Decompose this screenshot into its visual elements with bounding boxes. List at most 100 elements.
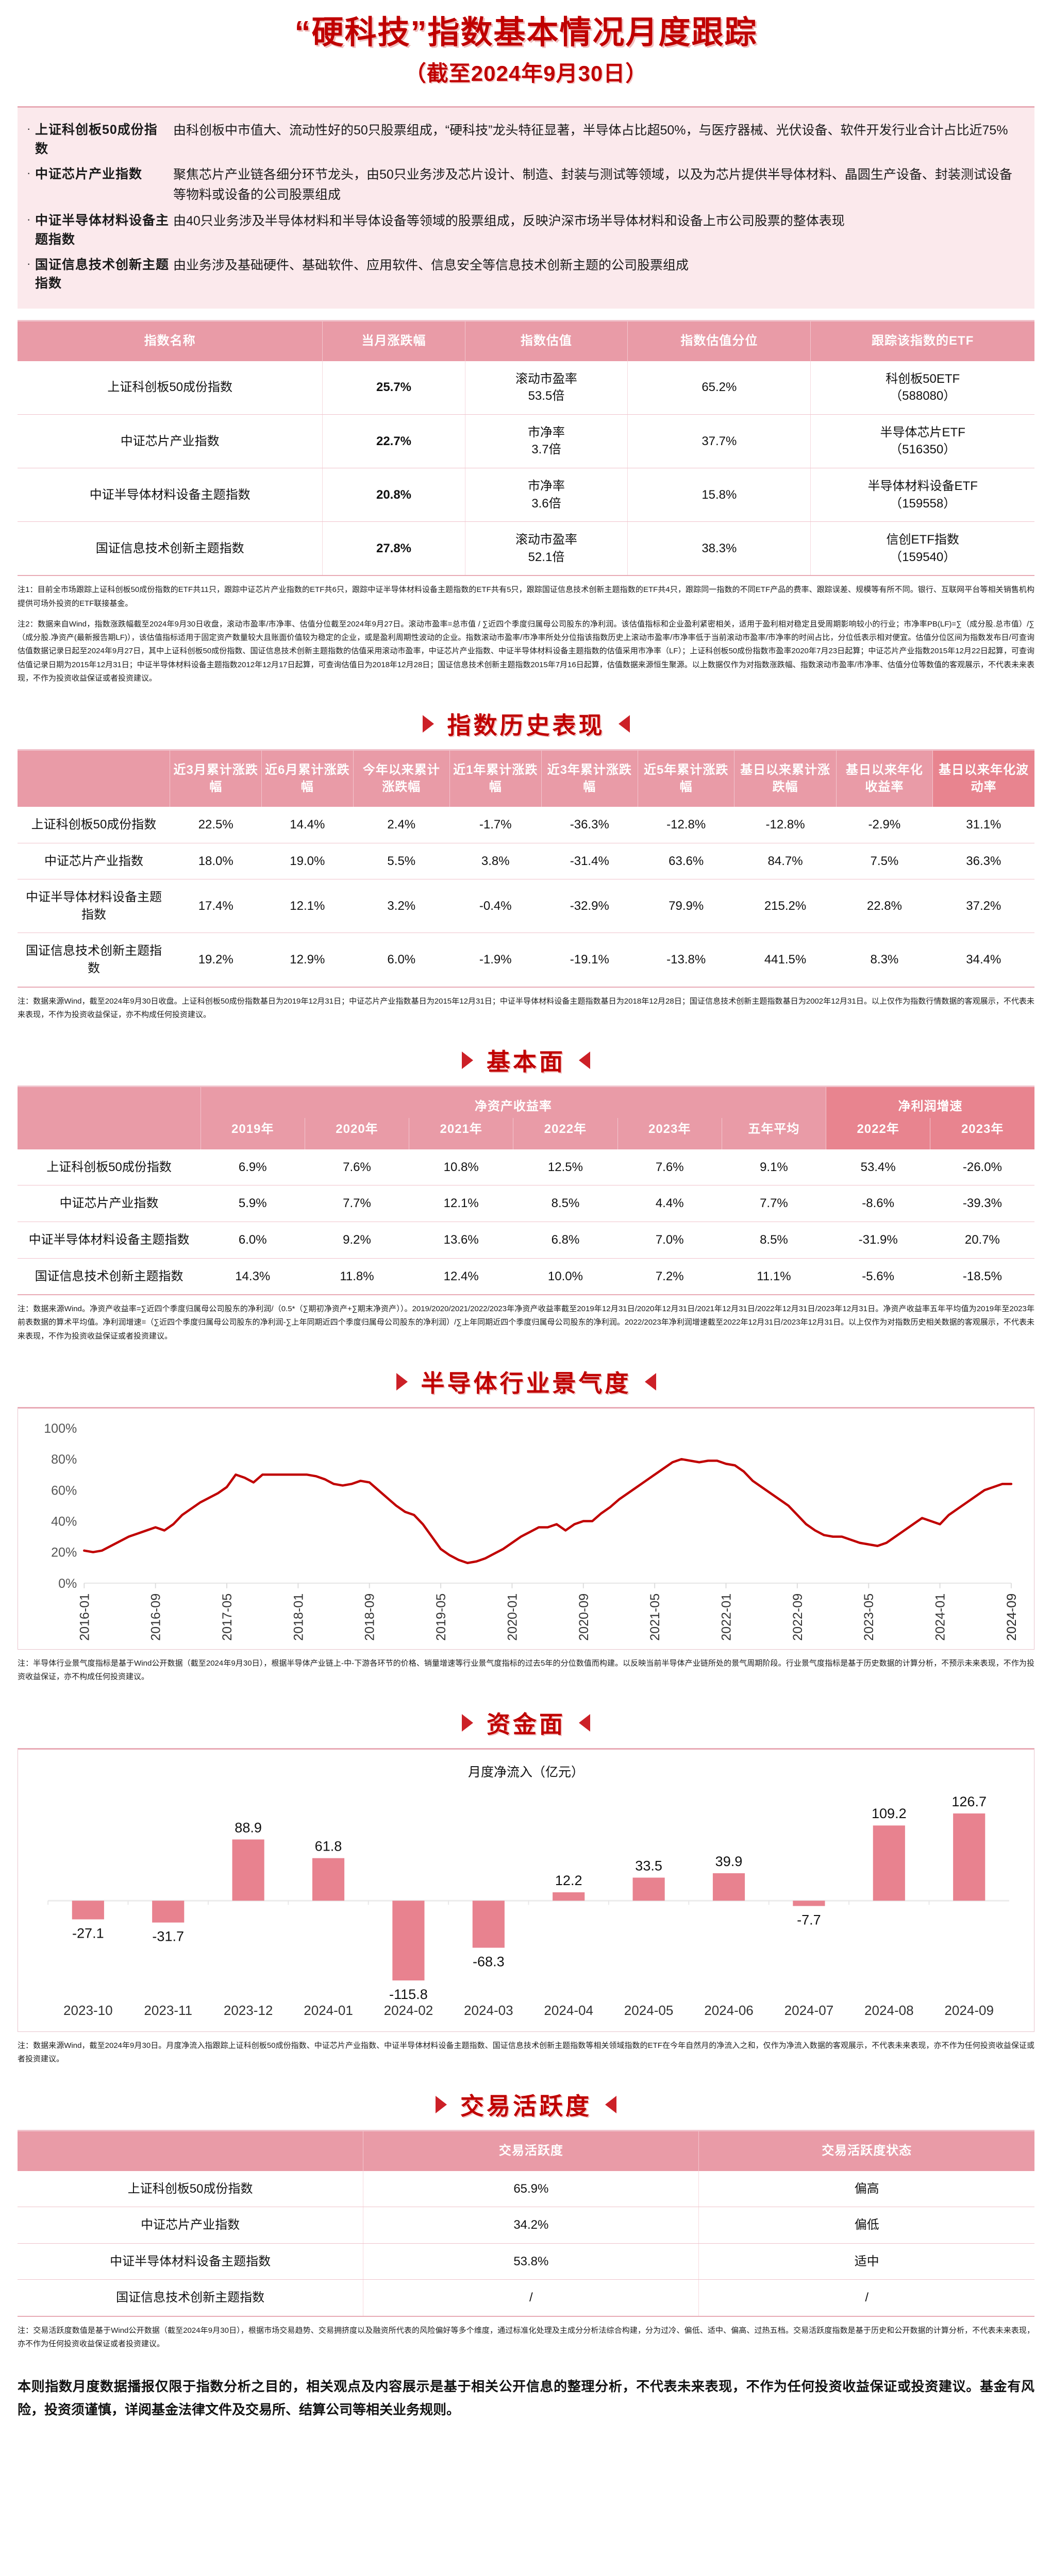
arrow-right-icon	[396, 1372, 408, 1391]
cell-value: 7.6%	[305, 1149, 409, 1186]
svg-text:2024-09: 2024-09	[1005, 1594, 1019, 1641]
cell-value: 11.8%	[305, 1258, 409, 1296]
semiconductor-chart-card: 0% 20% 40% 60% 80% 100% 2016-01 2016-09 2017-05 2…	[18, 1406, 1034, 1650]
col-profit-2023: 2023年	[930, 1118, 1034, 1149]
col-activity-state: 交易活跃度状态	[698, 2131, 1034, 2171]
cell-value: 12.5%	[513, 1149, 618, 1186]
cell-valuation: 滚动市盈率 53.5倍	[465, 361, 628, 415]
svg-text:2024-05: 2024-05	[624, 2003, 674, 2018]
col-monthly-change: 当月涨跌幅	[322, 321, 465, 361]
cell-value: 19.0%	[261, 843, 354, 880]
section-activity: 交易活跃度	[0, 2088, 1052, 2122]
col-blank	[18, 751, 171, 807]
cell-value: -32.9%	[541, 879, 638, 934]
cell-valuation: 滚动市盈率 52.1倍	[465, 521, 628, 577]
col-ytd: 今年以来累计涨跌幅	[353, 751, 450, 807]
col-since-base-cum: 基日以来累计涨跌幅	[734, 751, 837, 807]
cell-value: 14.3%	[201, 1258, 305, 1296]
cell-value: 2.4%	[353, 806, 450, 843]
svg-text:2017-05: 2017-05	[220, 1594, 235, 1641]
col-etf: 跟踪该指数的ETF	[810, 321, 1034, 361]
cell-valuation: 市净率 3.7倍	[465, 414, 628, 469]
fundamentals-table: 净资产收益率 净利润增速 2019年 2020年 2021年 2022年 202…	[18, 1087, 1034, 1296]
cell-value: -36.3%	[541, 806, 638, 843]
svg-text:2016-01: 2016-01	[77, 1594, 92, 1641]
cell-value: 5.5%	[353, 843, 450, 880]
definition-desc: 由业务涉及基础硬件、基础软件、应用软件、信息安全等信息技术创新主题的公司股票组成	[173, 258, 689, 273]
cell-value: 4.4%	[617, 1185, 722, 1222]
col-1y: 近1年累计涨跌幅	[449, 751, 542, 807]
section-history: 指数历史表现	[0, 707, 1052, 741]
cell-etf: 科创板50ETF （588080）	[810, 361, 1034, 415]
cell-activity-state: 适中	[698, 2243, 1034, 2280]
activity-table: 交易活跃度 交易活跃度状态 上证科创板50成份指数 65.9% 偏高 中证芯片产…	[18, 2131, 1034, 2317]
cell-value: -31.4%	[541, 843, 638, 880]
table-header-row: 近3月累计涨跌幅 近6月累计涨跌幅 今年以来累计涨跌幅 近1年累计涨跌幅 近3年…	[18, 751, 1034, 807]
cell-value: 17.4%	[170, 879, 262, 934]
svg-text:109.2: 109.2	[872, 1806, 907, 1821]
cell-valuation-pct: 38.3%	[627, 521, 811, 577]
section-title: 交易活跃度	[460, 2093, 592, 2120]
table-row: 中证芯片产业指数 22.7% 市净率 3.7倍 37.7% 半导体芯片ETF （…	[18, 414, 1034, 469]
cell-index-name: 中证半导体材料设备主题指数	[18, 468, 323, 522]
cell-value: 7.0%	[617, 1222, 722, 1259]
cell-value: 9.1%	[722, 1149, 826, 1186]
col-2019: 2019年	[201, 1118, 305, 1149]
cell-monthly-change: 27.8%	[322, 521, 465, 577]
cell-index-name: 中证芯片产业指数	[18, 2207, 364, 2244]
cell-value: -5.6%	[826, 1258, 930, 1296]
svg-text:2024-03: 2024-03	[464, 2003, 513, 2018]
definition-item: · 中证半导体材料设备主题指数 由40只业务涉及半导体材料和半导体设备等领域的股…	[27, 211, 1022, 249]
cell-value: -31.9%	[826, 1222, 930, 1259]
cell-value: 13.6%	[409, 1222, 513, 1259]
svg-text:2024-01: 2024-01	[933, 1594, 948, 1641]
cell-value: 84.7%	[734, 843, 837, 880]
cell-value: 37.2%	[932, 879, 1034, 934]
table-row: 上证科创板50成份指数 22.5% 14.4% 2.4% -1.7% -36.3…	[18, 806, 1034, 843]
cell-value: 12.1%	[409, 1185, 513, 1222]
cell-monthly-change: 22.7%	[322, 414, 465, 469]
cell-value: 6.0%	[353, 933, 450, 988]
section-title: 指数历史表现	[447, 712, 605, 739]
definition-item: · 上证科创板50成份指数 由科创板中市值大、流动性好的50只股票组成，“硬科技…	[27, 121, 1022, 158]
table-row: 国证信息技术创新主题指数 27.8% 滚动市盈率 52.1倍 38.3% 信创E…	[18, 521, 1034, 577]
col-3m: 近3月累计涨跌幅	[170, 751, 262, 807]
cell-value: -1.9%	[449, 933, 542, 988]
cell-index-name: 上证科创板50成份指数	[18, 361, 323, 415]
cell-value: -26.0%	[930, 1149, 1034, 1186]
table-row: 上证科创板50成份指数 65.9% 偏高	[18, 2171, 1034, 2208]
col-activity: 交易活跃度	[363, 2131, 699, 2171]
table-row: 上证科创板50成份指数 25.7% 滚动市盈率 53.5倍 65.2% 科创板5…	[18, 361, 1034, 415]
cell-activity-state: /	[698, 2279, 1034, 2317]
cell-value: 12.4%	[409, 1258, 513, 1296]
cell-value: 8.5%	[722, 1222, 826, 1259]
capital-chart-card: 月度净流入（亿元） -27.1 2023-10 -31.7 2023-11 88.9 20…	[18, 1748, 1034, 2032]
cell-index-name: 国证信息技术创新主题指数	[18, 933, 170, 988]
svg-text:0%: 0%	[58, 1577, 77, 1591]
svg-text:2024-06: 2024-06	[704, 2003, 754, 2018]
table-header-row: 交易活跃度 交易活跃度状态	[18, 2131, 1034, 2171]
cell-activity: 53.8%	[363, 2243, 699, 2280]
col-2023: 2023年	[617, 1118, 722, 1149]
table-row: 中证半导体材料设备主题指数 20.8% 市净率 3.6倍 15.8% 半导体材料…	[18, 468, 1034, 522]
table-row: 中证半导体材料设备主题指数 53.8% 适中	[18, 2243, 1034, 2280]
semiconductor-line-chart: 0% 20% 40% 60% 80% 100% 2016-01 2016-09 2017-05 2…	[44, 1421, 1019, 1641]
cell-index-name: 国证信息技术创新主题指数	[18, 1258, 201, 1296]
capital-chart-title: 月度净流入（亿元）	[467, 1765, 584, 1780]
svg-text:2023-11: 2023-11	[144, 2003, 192, 2018]
cell-value: 441.5%	[734, 933, 837, 988]
capital-bar-chart: -27.1 2023-10 -31.7 2023-11 88.9 2023-12 61.8 2…	[47, 1793, 1009, 2018]
cell-value: 10.8%	[409, 1149, 513, 1186]
cell-activity: /	[363, 2279, 699, 2317]
cell-index-name: 上证科创板50成份指数	[18, 806, 170, 843]
history-table-body: 上证科创板50成份指数 22.5% 14.4% 2.4% -1.7% -36.3…	[18, 806, 1034, 988]
bullet-icon: ·	[27, 257, 31, 270]
arrow-right-icon	[422, 715, 434, 733]
bullet-icon: ·	[27, 213, 31, 226]
svg-text:2024-09: 2024-09	[1005, 1594, 1019, 1641]
col-blank	[18, 2131, 364, 2171]
activity-table-wrap: 交易活跃度 交易活跃度状态 上证科创板50成份指数 65.9% 偏高 中证芯片产…	[18, 2130, 1034, 2317]
cell-value: -13.8%	[638, 933, 734, 988]
col-2020: 2020年	[305, 1118, 410, 1149]
cell-valuation-pct: 37.7%	[627, 414, 811, 469]
